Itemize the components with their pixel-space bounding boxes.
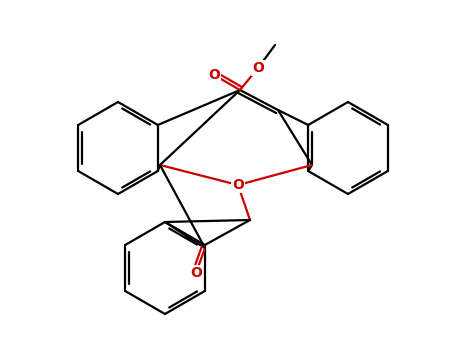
Text: O: O <box>190 266 202 280</box>
Text: O: O <box>252 61 264 75</box>
Text: O: O <box>232 178 244 192</box>
Text: O: O <box>208 68 220 82</box>
